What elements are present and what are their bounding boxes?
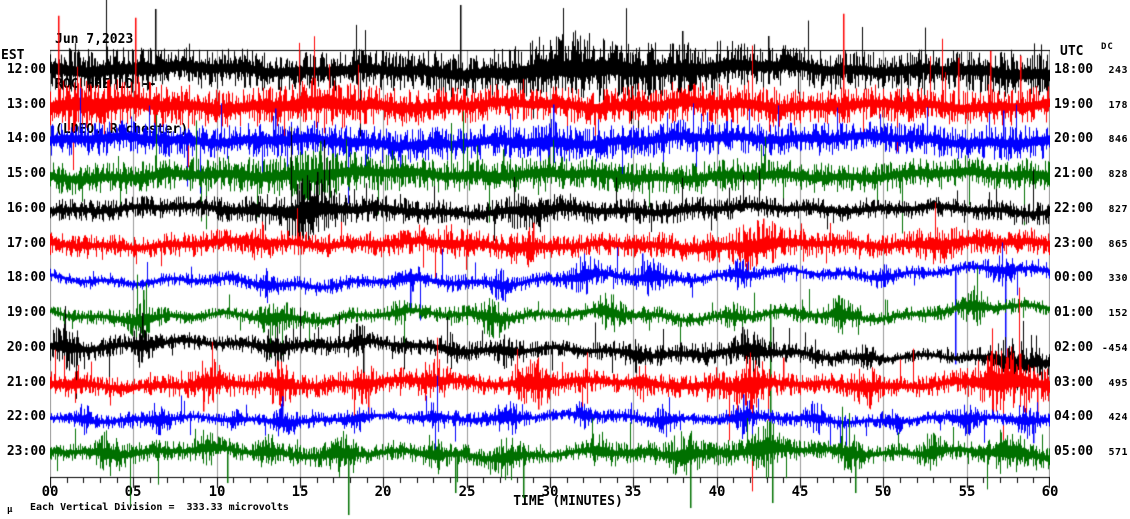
dc-value: 827	[1108, 204, 1128, 215]
utc-label: 22:00	[1054, 201, 1094, 216]
est-label: 19:00	[6, 305, 46, 320]
utc-label: 21:00	[1054, 166, 1094, 181]
est-label: 20:00	[6, 340, 46, 355]
seismogram-plot	[50, 0, 1050, 519]
est-label: 21:00	[6, 375, 46, 390]
est-label: 12:00	[6, 62, 46, 77]
dc-column-header: DC	[1101, 42, 1114, 52]
utc-label: 01:00	[1054, 305, 1094, 320]
est-label: 16:00	[6, 201, 46, 216]
dc-value: 243	[1108, 65, 1128, 76]
est-label: 22:00	[6, 409, 46, 424]
dc-value: 178	[1108, 100, 1128, 111]
dc-value: 571	[1108, 447, 1128, 458]
est-label: 23:00	[6, 444, 46, 459]
utc-label: 19:00	[1054, 97, 1094, 112]
utc-label: 02:00	[1054, 340, 1094, 355]
dc-value: -454	[1101, 343, 1128, 354]
dc-value: 424	[1108, 412, 1128, 423]
est-label: 14:00	[6, 131, 46, 146]
dc-value: 152	[1108, 308, 1128, 319]
utc-label: 04:00	[1054, 409, 1094, 424]
utc-label: 03:00	[1054, 375, 1094, 390]
est-label: 18:00	[6, 270, 46, 285]
est-label: 13:00	[6, 97, 46, 112]
utc-label: 05:00	[1054, 444, 1094, 459]
mu-symbol: µ	[7, 505, 13, 515]
dc-value: 828	[1108, 169, 1128, 180]
utc-label: 20:00	[1054, 131, 1094, 146]
utc-label: 23:00	[1054, 236, 1094, 251]
dc-value: 330	[1108, 273, 1128, 284]
est-label: 15:00	[6, 166, 46, 181]
dc-value: 846	[1108, 134, 1128, 145]
est-label: 17:00	[6, 236, 46, 251]
utc-label: 00:00	[1054, 270, 1094, 285]
right-axis-header: UTC	[1060, 44, 1084, 59]
dc-value: 495	[1108, 378, 1128, 389]
left-axis-header: EST	[1, 48, 25, 63]
dc-value: 865	[1108, 239, 1128, 250]
utc-label: 18:00	[1054, 62, 1094, 77]
